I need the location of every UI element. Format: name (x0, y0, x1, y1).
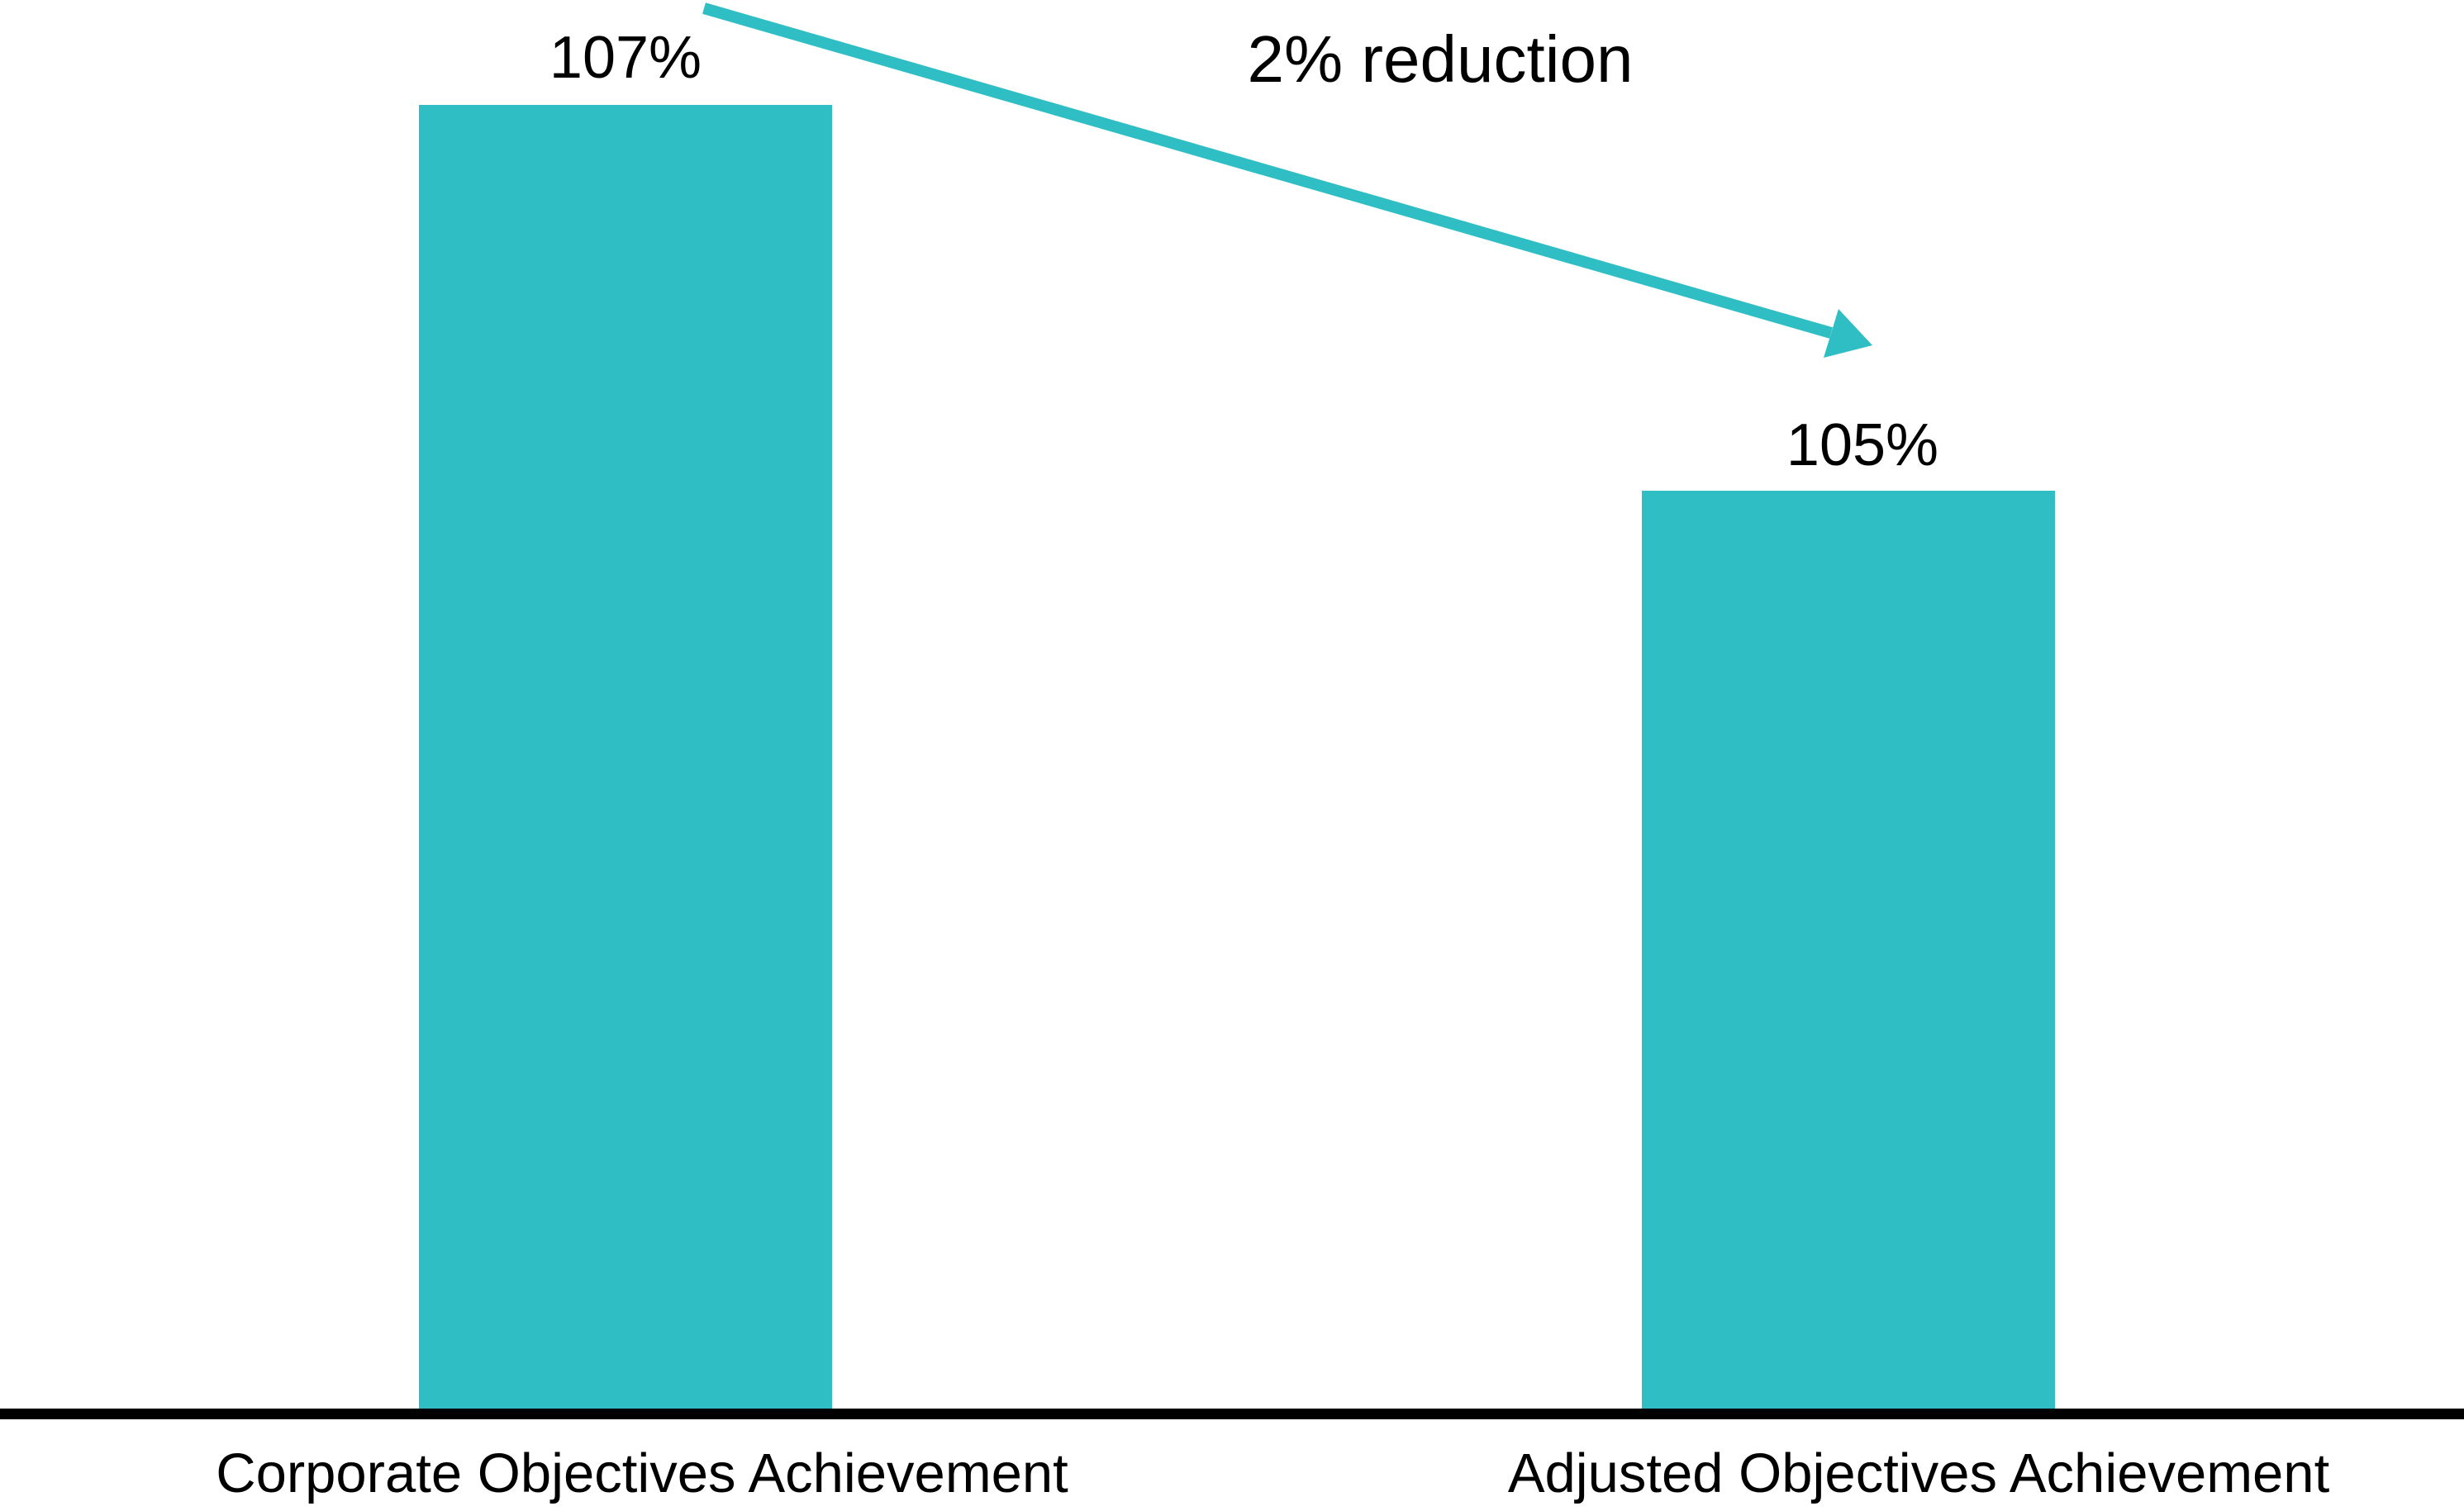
arrow-head-icon (1824, 309, 1872, 358)
category-label-corporate: Corporate Objectives Achievement (216, 1442, 1068, 1504)
value-label-corporate: 107% (549, 25, 702, 91)
value-label-adjusted: 105% (1786, 412, 1939, 478)
bar-corporate (419, 105, 832, 1409)
category-label-adjusted: Adjusted Objectives Achievement (1507, 1442, 2330, 1504)
bar-adjusted (1642, 491, 2055, 1409)
x-axis-line (0, 1409, 2464, 1419)
reduction-annotation: 2% reduction (1247, 22, 1634, 96)
